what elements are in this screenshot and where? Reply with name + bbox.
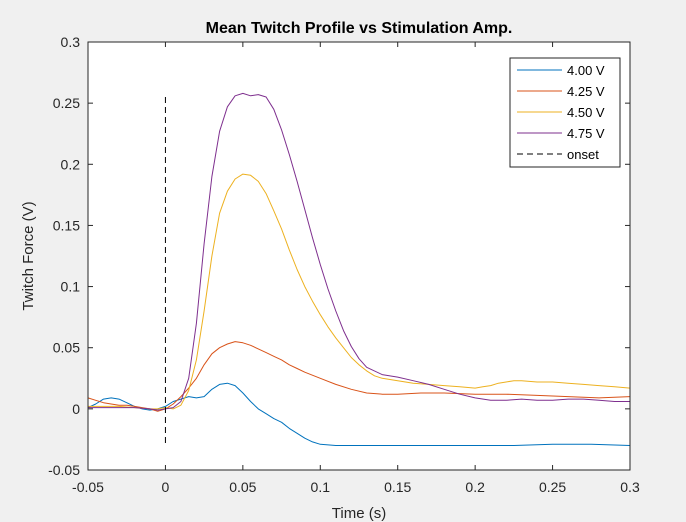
x-tick-label: 0.05: [229, 479, 256, 495]
legend-entry-label: onset: [567, 147, 599, 162]
series-line-3: [88, 173, 631, 410]
y-tick-label: 0.05: [53, 340, 80, 356]
y-tick-label: 0: [72, 401, 80, 417]
x-tick-label: 0.3: [620, 479, 640, 495]
x-tick-label: 0.15: [384, 479, 411, 495]
legend: 4.00 V 4.25 V 4.50 V 4.75 V onset: [509, 57, 621, 168]
y-tick-label: 0.1: [61, 279, 81, 295]
legend-entry-label: 4.25 V: [567, 84, 605, 99]
chart-title: Mean Twitch Profile vs Stimulation Amp.: [206, 20, 513, 37]
plot-frame: [87, 41, 631, 471]
legend-entry-label: 4.00 V: [567, 63, 605, 78]
x-tick-label: 0.25: [539, 479, 566, 495]
series-layer: [87, 92, 631, 446]
y-tick-label: 0.3: [61, 34, 81, 50]
y-tick-label: 0.15: [53, 217, 80, 233]
x-axis-ticks: -0.05 0 0.05 0.1 0.15 0.2 0.25 0.3: [72, 42, 640, 495]
legend-entry-label: 4.75 V: [567, 126, 605, 141]
y-tick-label: -0.05: [48, 462, 80, 478]
legend-entry-label: 4.50 V: [567, 105, 605, 120]
x-tick-label: 0.2: [465, 479, 485, 495]
series-line-2: [87, 341, 631, 412]
y-tick-label: 0.25: [53, 95, 80, 111]
x-tick-label: 0.1: [311, 479, 331, 495]
y-axis-label: Twitch Force (V): [20, 201, 37, 310]
series-line-4: [88, 92, 630, 411]
y-axis-ticks: -0.05 0 0.05 0.1 0.15 0.2 0.25 0.3: [48, 34, 630, 478]
x-tick-label: 0: [162, 479, 170, 495]
y-tick-label: 0.2: [61, 156, 81, 172]
x-tick-label: -0.05: [72, 479, 104, 495]
x-axis-label: Time (s): [332, 505, 386, 522]
